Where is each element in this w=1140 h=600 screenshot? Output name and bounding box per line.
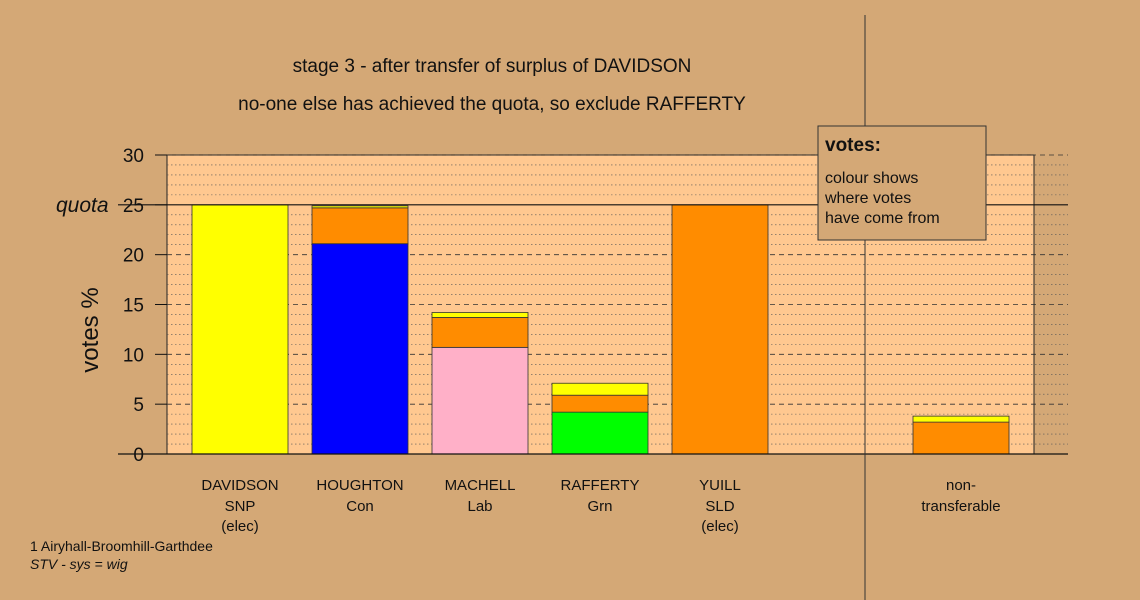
- cat-party-rafferty: Grn: [587, 498, 612, 515]
- y-tick-label: 15: [123, 296, 144, 317]
- cat-party-machell: Lab: [467, 498, 492, 515]
- legend-title: votes:: [825, 135, 881, 156]
- bars: [191, 204, 1010, 455]
- y-axis-label: votes %: [77, 287, 104, 372]
- cat-name-yuill: YUILL: [699, 477, 741, 494]
- quota-label: quota: [56, 194, 109, 217]
- bar-houghton-segment-1: [311, 243, 409, 455]
- cat-name-houghton: HOUGHTON: [316, 477, 403, 494]
- chart-title: stage 3 - after transfer of surplus of D…: [293, 56, 692, 77]
- bar-houghton-segment-3: [311, 205, 409, 209]
- cat-name-davidson: DAVIDSON: [201, 477, 278, 494]
- footer-system: STV - sys = wig: [30, 556, 128, 572]
- y-tick-label: 30: [123, 146, 144, 167]
- cat-nontransferable-1: non-: [946, 477, 976, 494]
- bar-machell-segment-2: [431, 317, 529, 348]
- cat-status-yuill: (elec): [701, 518, 739, 535]
- y-tick-label: 25: [123, 196, 144, 217]
- cat-party-yuill: SLD: [705, 498, 734, 515]
- legend-box: [817, 125, 987, 241]
- bar-houghton-segment-2: [311, 207, 409, 245]
- y-tick-label: 20: [123, 246, 144, 267]
- axes: 0 5 10 15 20 25 30: [118, 146, 1068, 466]
- bar-nontransferable-segment-1: [912, 421, 1010, 455]
- cat-name-rafferty: RAFFERTY: [561, 477, 640, 494]
- bar-rafferty-segment-1: [551, 411, 649, 455]
- cat-name-machell: MACHELL: [445, 477, 516, 494]
- cat-status-davidson: (elec): [221, 518, 259, 535]
- bar-machell-segment-1: [431, 346, 529, 455]
- legend-line-2: where votes: [824, 190, 911, 207]
- cat-nontransferable-2: transferable: [921, 498, 1000, 515]
- bar-machell-segment-3: [431, 312, 529, 318]
- chart-subtitle: no-one else has achieved the quota, so e…: [238, 94, 746, 115]
- legend-line-1: colour shows: [825, 170, 918, 187]
- footer-ward: 1 Airyhall-Broomhill-Garthdee: [30, 538, 213, 554]
- bar-nontransferable-segment-2: [912, 415, 1010, 423]
- cat-party-houghton: Con: [346, 498, 374, 515]
- bar-rafferty-segment-3: [551, 382, 649, 396]
- y-tick-label: 5: [133, 395, 144, 416]
- cat-party-davidson: SNP: [225, 498, 256, 515]
- bar-yuill-segment-1: [671, 204, 769, 455]
- category-labels: DAVIDSON SNP (elec) HOUGHTON Con MACHELL…: [201, 477, 1000, 535]
- bar-rafferty-segment-2: [551, 394, 649, 413]
- bar-davidson-segment-1: [191, 204, 289, 455]
- legend-line-3: have come from: [825, 210, 940, 227]
- y-tick-label: 0: [133, 445, 144, 466]
- legend: votes: colour shows where votes have com…: [817, 125, 987, 241]
- y-tick-label: 10: [123, 345, 144, 366]
